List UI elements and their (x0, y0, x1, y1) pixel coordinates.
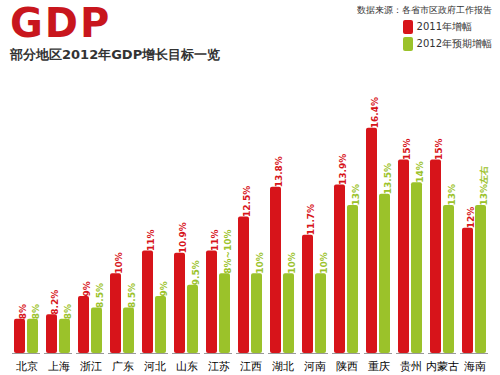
svg-text:13.9%: 13.9% (338, 154, 348, 185)
svg-text:山东: 山东 (176, 360, 198, 373)
svg-text:8.5%: 8.5% (95, 283, 105, 308)
svg-text:河北: 河北 (144, 360, 166, 373)
svg-text:北京: 北京 (16, 360, 38, 373)
svg-text:浙江: 浙江 (80, 360, 102, 373)
svg-text:13%左右: 13%左右 (479, 166, 489, 206)
svg-text:10%: 10% (319, 252, 329, 274)
svg-text:13.5%: 13.5% (383, 163, 393, 194)
html-text:2012年预期增幅: 2012年预期增幅 (416, 38, 492, 49)
svg-text:12%: 12% (466, 207, 476, 229)
svg-text:8%: 8% (63, 304, 73, 319)
svg-text:河南: 河南 (304, 360, 326, 373)
svg-text:15%: 15% (402, 138, 412, 160)
svg-text:9%: 9% (159, 281, 169, 296)
svg-text:陕西: 陕西 (336, 360, 358, 373)
svg-text:15%: 15% (434, 138, 444, 160)
svg-text:8.2%: 8.2% (50, 290, 60, 315)
svg-text:重庆: 重庆 (368, 360, 390, 373)
svg-text:13%: 13% (351, 184, 361, 206)
html-text:数据来源：各省市区政府工作报告: 数据来源：各省市区政府工作报告 (357, 5, 492, 15)
svg-text:13%: 13% (447, 184, 457, 206)
svg-text:11%: 11% (146, 230, 156, 252)
svg-text:江苏: 江苏 (208, 360, 230, 373)
html-text:部分地区2012年GDP增长目标一览: 部分地区2012年GDP增长目标一览 (10, 47, 221, 62)
svg-text:8.5%: 8.5% (127, 283, 137, 308)
svg-text:8%: 8% (18, 304, 28, 319)
svg-text:8%: 8% (31, 304, 41, 319)
svg-text:海南: 海南 (464, 360, 486, 373)
svg-text:10%: 10% (255, 252, 265, 274)
svg-text:16.4%: 16.4% (370, 97, 380, 128)
svg-text:11.7%: 11.7% (306, 204, 316, 235)
svg-text:9%: 9% (82, 281, 92, 296)
svg-text:湖北: 湖北 (272, 360, 294, 373)
svg-text:8%~10%: 8%~10% (223, 229, 233, 273)
svg-text:贵州: 贵州 (400, 360, 422, 373)
html-text:2011年增幅: 2011年增幅 (416, 21, 472, 32)
svg-text:江西: 江西 (240, 360, 262, 373)
svg-text:上海: 上海 (48, 360, 70, 373)
svg-text:12.5%: 12.5% (242, 186, 252, 217)
svg-text:13.8%: 13.8% (274, 156, 284, 187)
svg-text:10.9%: 10.9% (178, 222, 188, 253)
svg-text:10%: 10% (287, 252, 297, 274)
svg-text:内蒙古: 内蒙古 (426, 360, 459, 373)
svg-text:11%: 11% (210, 230, 220, 252)
svg-text:10%: 10% (114, 252, 124, 274)
html-text:GDP: GDP (10, 0, 112, 46)
svg-text:广东: 广东 (112, 360, 134, 373)
svg-text:14%: 14% (415, 161, 425, 183)
svg-text:9.5%: 9.5% (191, 260, 201, 285)
